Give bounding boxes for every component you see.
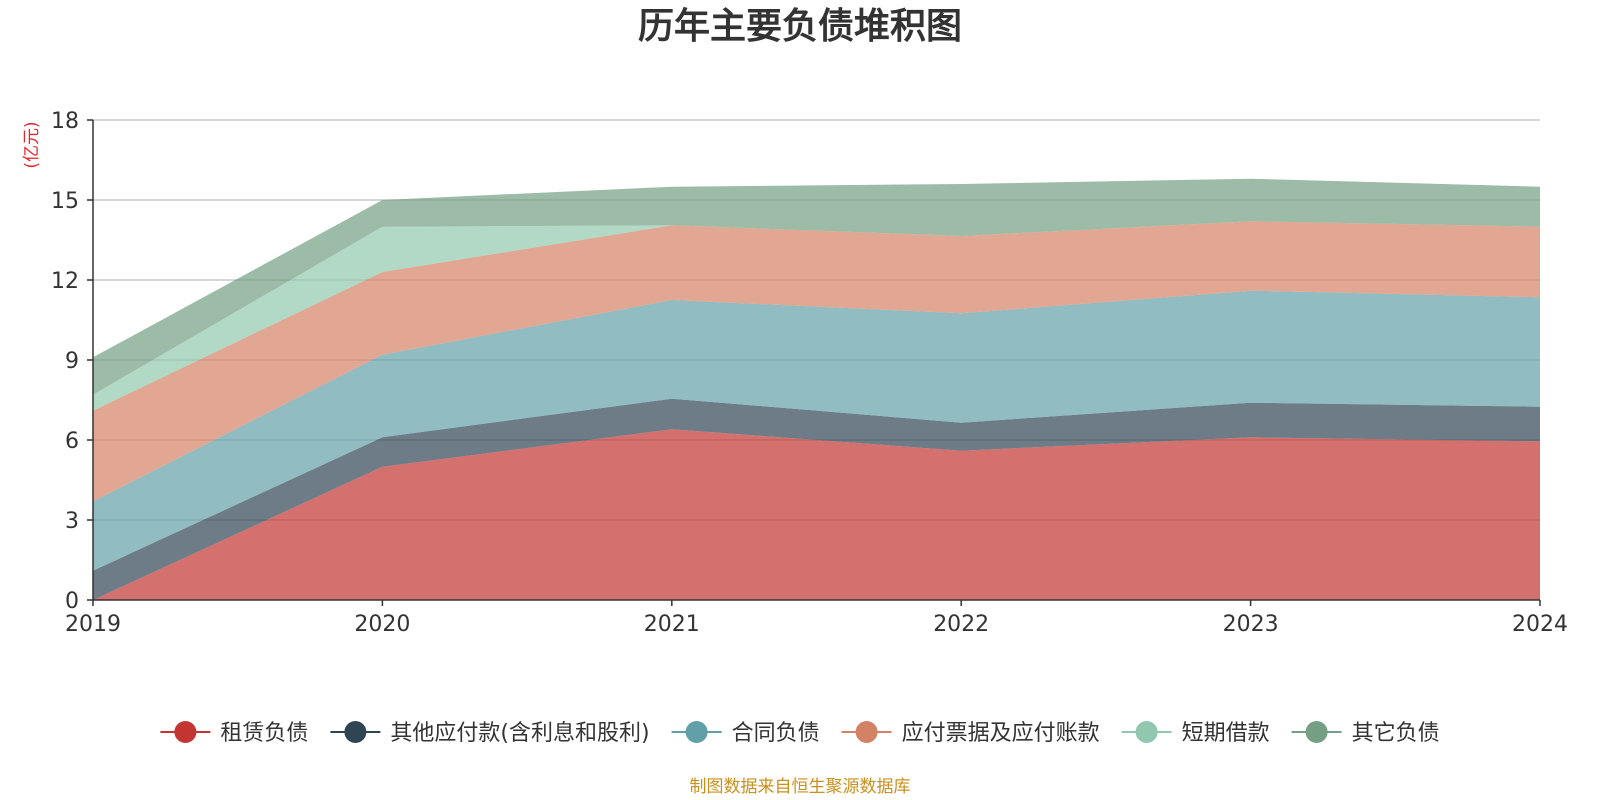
chart-title: 历年主要负债堆积图 <box>638 6 962 47</box>
area-series[interactable] <box>93 221 1540 502</box>
legend-marker <box>344 721 367 743</box>
x-tick-label: 2020 <box>354 612 410 637</box>
x-tick-label: 2024 <box>1512 612 1568 637</box>
area-series[interactable] <box>93 290 1540 571</box>
y-tick-label: 18 <box>51 109 79 134</box>
x-tick-label: 2022 <box>933 612 989 637</box>
area-series[interactable] <box>93 178 1540 395</box>
legend-label: 短期借款 <box>1182 721 1270 746</box>
legend-label: 其他应付款(含利息和股利) <box>390 721 649 746</box>
y-tick-label: 15 <box>51 189 79 214</box>
legend-marker <box>1305 721 1328 743</box>
x-tick-label: 2019 <box>65 612 121 637</box>
x-tick-label: 2023 <box>1223 612 1279 637</box>
legend-label: 合同负债 <box>732 721 820 746</box>
legend-item[interactable]: 租赁负债 <box>160 721 308 746</box>
legend-marker <box>855 721 878 743</box>
y-tick-label: 6 <box>65 429 79 454</box>
legend-item[interactable]: 其他应付款(含利息和股利) <box>330 721 650 746</box>
y-axis-unit-label: (亿元) <box>22 121 42 168</box>
area-series[interactable] <box>93 429 1540 600</box>
axes: 0 3 6 9 12 15 18 2019 2020 2021 2022 2023 2024 <box>51 109 1568 637</box>
area-series[interactable] <box>93 398 1540 600</box>
source-note: 制图数据来自恒生聚源数据库 <box>690 777 911 797</box>
legend: 租赁负债 其他应付款(含利息和股利) 合同负债 应付票据及应付账款 短期借款 其它负债 <box>160 721 1440 746</box>
y-tick-label: 0 <box>65 589 79 614</box>
legend-label: 租赁负债 <box>220 721 308 746</box>
legend-item[interactable]: 应付票据及应付账款 <box>841 721 1100 746</box>
y-tick-label: 12 <box>51 269 79 294</box>
area-series-group <box>93 178 1540 600</box>
legend-item[interactable]: 合同负债 <box>671 721 820 746</box>
legend-item[interactable]: 其它负债 <box>1291 721 1440 746</box>
legend-marker <box>1135 721 1158 743</box>
legend-marker <box>685 721 708 743</box>
y-tick-label: 3 <box>65 509 79 534</box>
legend-item[interactable]: 短期借款 <box>1121 721 1270 746</box>
x-tick-label: 2021 <box>644 612 700 637</box>
y-tick-label: 9 <box>65 349 79 374</box>
legend-label: 其它负债 <box>1352 721 1440 746</box>
legend-marker <box>174 721 197 743</box>
legend-label: 应付票据及应付账款 <box>902 721 1100 746</box>
